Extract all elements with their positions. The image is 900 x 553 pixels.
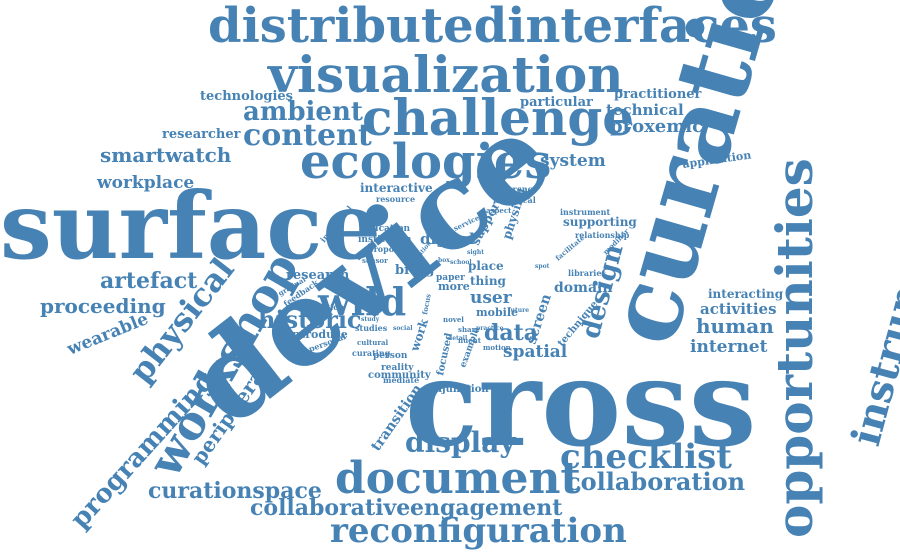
word-instrumental: instrumental — [842, 156, 900, 450]
word-technologies: technologies — [200, 89, 293, 104]
word-reality: reality — [381, 363, 414, 373]
word-community: community — [368, 370, 432, 381]
word-detail: detail — [448, 335, 468, 342]
word-proceeding: proceeding — [40, 294, 166, 318]
word-curating: curating — [352, 348, 391, 358]
word-mobile: mobile — [476, 306, 518, 319]
word-interacting: interacting — [708, 287, 784, 301]
word-researcher: researcher — [162, 127, 241, 142]
word-research: research — [286, 268, 350, 283]
word-practice: practice — [476, 325, 504, 332]
word-place: place — [468, 259, 504, 273]
word-sight: sight — [467, 249, 484, 256]
word-particular: particular — [520, 95, 593, 110]
word-artefact: artefact — [100, 268, 198, 294]
word-box: box — [438, 257, 450, 264]
word-smartwatch: smartwatch — [100, 143, 232, 167]
word-internet: internet — [690, 337, 768, 357]
word-proposal: proposal — [368, 244, 407, 254]
word-focus: focus — [420, 293, 433, 315]
word-technical: technical — [606, 101, 684, 119]
word-checklist: checklist — [560, 437, 732, 477]
word-school: school — [450, 259, 472, 266]
word-collaborative: collaborative — [250, 495, 410, 521]
word-ecologies: ecologies — [300, 134, 551, 190]
word-aspect: aspect — [486, 206, 512, 215]
word-libraries: libraries — [568, 268, 606, 278]
word-proxemic: proxemic — [610, 116, 703, 137]
word-reconfiguration: reconfiguration — [330, 511, 627, 551]
word-spatial: spatial — [503, 342, 568, 362]
word-institution: institution — [358, 235, 412, 245]
word-domain: domain — [554, 280, 613, 296]
word-historic: historic — [258, 305, 362, 334]
word-conference: conference — [488, 184, 538, 194]
word-fluent: fluent — [458, 336, 482, 345]
word-more: more — [438, 280, 470, 293]
word-instrument: instrument — [560, 207, 610, 217]
word-education: education — [360, 224, 410, 234]
word-person: person — [373, 351, 408, 361]
word-spot: spot — [535, 263, 550, 270]
word-opportunities: opportunities — [765, 158, 824, 538]
word-distributedinterfaces: distributedinterfaces — [208, 0, 777, 54]
word-facilitate: facilitate — [554, 233, 587, 263]
word-content: content — [243, 118, 372, 153]
word-wild: wild — [317, 279, 406, 324]
word-display: display — [405, 426, 516, 459]
word-relationship: relationship — [575, 230, 630, 240]
word-motion: motion — [483, 343, 511, 352]
word-user: user — [470, 288, 513, 308]
word-attention: attention — [303, 302, 345, 312]
word-collaboration: collaboration — [566, 467, 745, 496]
word-interactive: interactive — [360, 181, 433, 195]
word-cross: cross — [405, 333, 756, 474]
word-historical: historical — [493, 195, 536, 205]
word-engagement: engagement — [410, 495, 563, 521]
word-data: data — [484, 320, 538, 346]
word-resource: resource — [376, 194, 415, 204]
word-surface: surface — [0, 172, 381, 280]
word-studies: studies — [355, 323, 388, 333]
word-share: share — [458, 325, 480, 334]
word-curationspace: curationspace — [148, 478, 322, 504]
word-novel: novel — [443, 315, 464, 324]
word-thing: thing — [470, 274, 507, 288]
word-human: human — [696, 314, 774, 338]
word-ambient: ambient — [243, 97, 363, 127]
word-supporting: supporting — [563, 215, 637, 229]
word-visualization: visualization — [267, 45, 624, 104]
word-bring: bring — [395, 263, 434, 278]
word-future: future — [508, 307, 529, 314]
word-cultural: cultural — [357, 338, 389, 347]
word-activities: activities — [700, 300, 777, 318]
word-practitioner: practitioner — [614, 87, 702, 102]
word-challenge: challenge — [362, 88, 634, 147]
word-study: study — [361, 316, 380, 323]
word-conjunction: conjunction — [422, 384, 489, 395]
word-social: social — [393, 325, 413, 332]
word-document: document — [335, 453, 581, 504]
word-mediate: mediate — [383, 375, 419, 385]
word-system: system — [540, 151, 606, 171]
word-workplace: workplace — [96, 173, 194, 193]
word-paper: paper — [436, 273, 465, 283]
word-sensor: sensor — [362, 256, 388, 265]
word-digital: digital — [420, 230, 475, 248]
word-introduce: introduce — [288, 328, 348, 341]
